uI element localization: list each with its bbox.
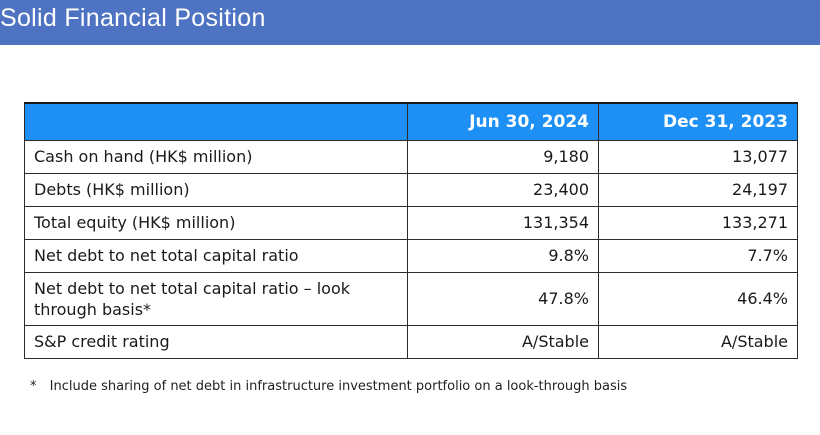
row-label: Cash on hand (HK$ million)	[24, 139, 408, 174]
table-row: Total equity (HK$ million) 131,354 133,2…	[24, 205, 798, 240]
column-header-dec-2023: Dec 31, 2023	[598, 102, 798, 141]
cell-jun-2024: 23,400	[407, 172, 599, 207]
cell-dec-2023: 13,077	[598, 139, 798, 174]
cell-dec-2023: 133,271	[598, 205, 798, 240]
title-bar: Solid Financial Position	[0, 0, 820, 45]
cell-dec-2023: A/Stable	[598, 324, 798, 359]
cell-dec-2023: 46.4%	[598, 271, 798, 326]
cell-jun-2024: 9,180	[407, 139, 599, 174]
cell-jun-2024: 131,354	[407, 205, 599, 240]
cell-dec-2023: 24,197	[598, 172, 798, 207]
column-header-label	[24, 102, 408, 141]
page-title: Solid Financial Position	[0, 4, 266, 32]
row-label: Net debt to net total capital ratio – lo…	[24, 271, 408, 326]
cell-jun-2024: A/Stable	[407, 324, 599, 359]
table-header-row: Jun 30, 2024 Dec 31, 2023	[24, 102, 798, 141]
cell-jun-2024: 9.8%	[407, 238, 599, 273]
cell-jun-2024: 47.8%	[407, 271, 599, 326]
row-label: Debts (HK$ million)	[24, 172, 408, 207]
table-row: S&P credit rating A/Stable A/Stable	[24, 324, 798, 359]
financial-position-table: Jun 30, 2024 Dec 31, 2023 Cash on hand (…	[24, 102, 798, 359]
table-row: Cash on hand (HK$ million) 9,180 13,077	[24, 139, 798, 174]
table-row: Debts (HK$ million) 23,400 24,197	[24, 172, 798, 207]
row-label: S&P credit rating	[24, 324, 408, 359]
table-row: Net debt to net total capital ratio 9.8%…	[24, 238, 798, 273]
footnote: * Include sharing of net debt in infrast…	[30, 379, 627, 394]
table-row: Net debt to net total capital ratio – lo…	[24, 271, 798, 326]
cell-dec-2023: 7.7%	[598, 238, 798, 273]
row-label: Net debt to net total capital ratio	[24, 238, 408, 273]
column-header-jun-2024: Jun 30, 2024	[407, 102, 599, 141]
footnote-text: Include sharing of net debt in infrastru…	[49, 379, 628, 394]
row-label: Total equity (HK$ million)	[24, 205, 408, 240]
footnote-mark: *	[30, 379, 37, 394]
